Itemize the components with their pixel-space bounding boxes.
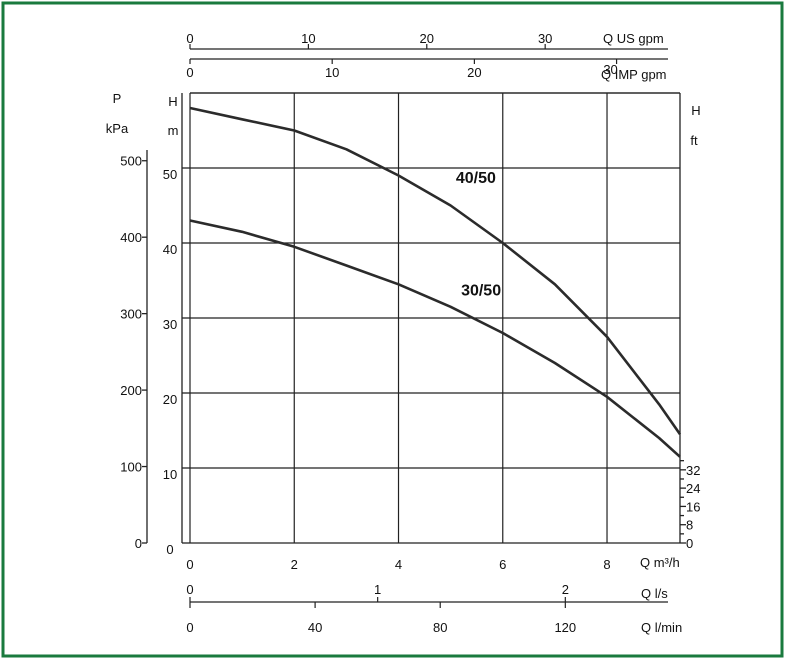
grid-lines xyxy=(189,92,680,543)
tick-label-kpa: 200 xyxy=(120,383,142,398)
tick-label-imp-gpm: 0 xyxy=(186,65,193,80)
tick-label-imp-gpm: 30 xyxy=(603,62,617,77)
tick-label-h-m: 50 xyxy=(163,167,177,182)
axis-label-h-right: H xyxy=(691,103,700,118)
tick-label-q-m3h: 2 xyxy=(291,557,298,572)
tick-label-ft: 8 xyxy=(686,518,693,533)
axis-label-kpa: kPa xyxy=(106,121,129,136)
axis-label-p: P xyxy=(113,91,122,106)
tick-label-ft: 16 xyxy=(686,499,700,514)
axis-label-h: H xyxy=(168,94,177,109)
tick-label-kpa: 400 xyxy=(120,230,142,245)
tick-label-l-min: 0 xyxy=(186,620,193,635)
axis-label-q-m3h: Q m³/h xyxy=(640,555,680,570)
curve-30-50 xyxy=(189,219,681,458)
axis-label-ft: ft xyxy=(690,133,698,148)
tick-label-us-gpm: 20 xyxy=(420,31,434,46)
tick-label-h-m: 10 xyxy=(163,467,177,482)
curve-40-50 xyxy=(189,106,682,436)
tick-label-l-s: 2 xyxy=(562,582,569,597)
tick-label-ft: 0 xyxy=(686,536,693,551)
tick-label-q-m3h: 0 xyxy=(186,557,193,572)
axis-label-l-s: Q l/s xyxy=(641,586,668,601)
axis-label-l-min: Q l/min xyxy=(641,620,682,635)
tick-label-l-min: 80 xyxy=(433,620,447,635)
tick-label-h-m: 30 xyxy=(163,317,177,332)
tick-label-kpa: 0 xyxy=(135,536,142,551)
tick-label-kpa: 500 xyxy=(120,154,142,169)
tick-label-ft: 32 xyxy=(686,463,700,478)
tick-label-imp-gpm: 10 xyxy=(325,65,339,80)
tick-label-l-min: 120 xyxy=(554,620,576,635)
tick-label-l-min: 40 xyxy=(308,620,322,635)
tick-label-us-gpm: 0 xyxy=(186,31,193,46)
axis-label-imp-gpm: Q IMP gpm xyxy=(601,67,667,82)
tick-label-kpa: 300 xyxy=(120,307,142,322)
tick-label-ft: 24 xyxy=(686,481,700,496)
tick-label-imp-gpm: 20 xyxy=(467,65,481,80)
tick-label-h-m: 20 xyxy=(163,392,177,407)
tick-label-h-m: 0 xyxy=(166,542,173,557)
tick-label-q-m3h: 4 xyxy=(395,557,402,572)
tick-label-l-s: 1 xyxy=(374,582,381,597)
tick-label-us-gpm: 30 xyxy=(538,31,552,46)
tick-label-l-s: 0 xyxy=(186,582,193,597)
curve-label-30-50: 30/50 xyxy=(461,283,501,300)
performance-curves: 40/50 30/50 xyxy=(189,106,682,458)
tick-label-kpa: 100 xyxy=(120,460,142,475)
tick-labels: 01020304050Hm0100200300400500PkPa0816243… xyxy=(106,31,701,635)
axes xyxy=(142,44,686,608)
tick-label-h-m: 40 xyxy=(163,242,177,257)
curve-label-40-50: 40/50 xyxy=(456,170,496,187)
axis-label-m: m xyxy=(168,123,179,138)
axis-label-us-gpm: Q US gpm xyxy=(603,31,664,46)
tick-label-us-gpm: 10 xyxy=(301,31,315,46)
tick-label-q-m3h: 8 xyxy=(603,557,610,572)
tick-label-q-m3h: 6 xyxy=(499,557,506,572)
